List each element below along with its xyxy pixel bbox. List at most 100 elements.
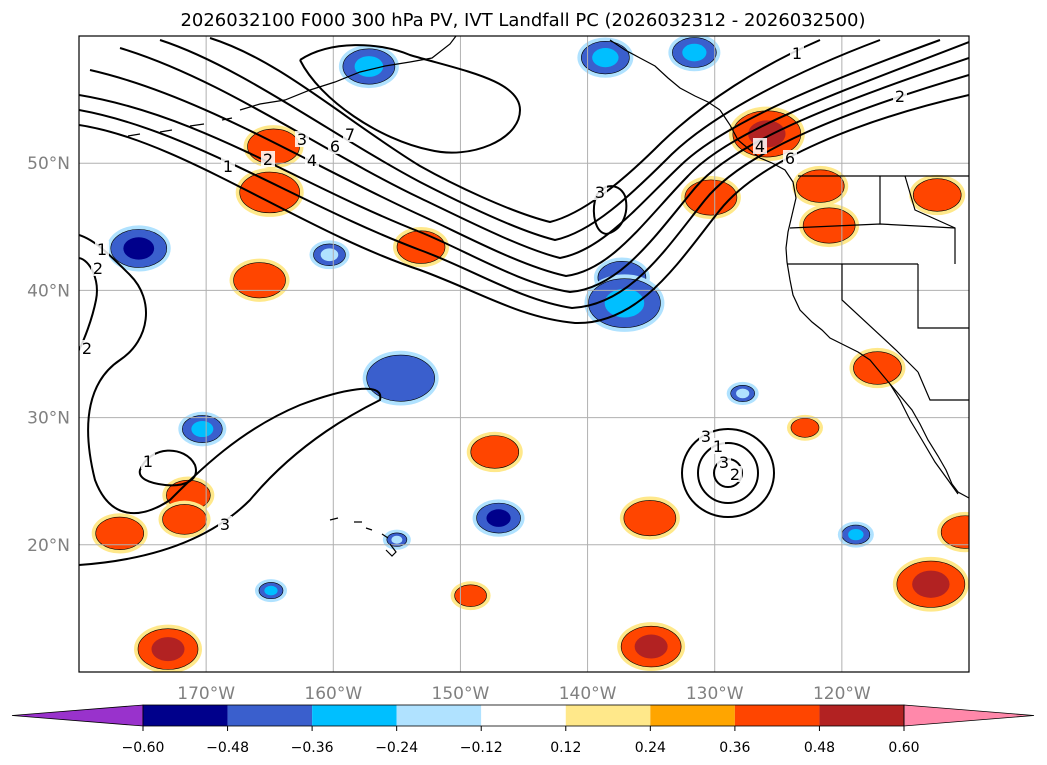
anomaly-blob [668, 36, 721, 72]
x-tick-label: 130°W [686, 684, 744, 704]
x-tick-label: 140°W [559, 684, 617, 704]
anomaly-blob-core [233, 262, 286, 299]
contour-label: 3 [595, 183, 605, 202]
anomaly-blob-core [853, 351, 902, 385]
colorbar-tick-label: −0.60 [122, 740, 165, 756]
contour-label-bg [343, 126, 357, 142]
contour-label-bg [305, 152, 319, 168]
anomaly-blob [158, 500, 211, 539]
anomaly-blob-core [239, 171, 301, 214]
contour-label-bg [295, 131, 309, 147]
baja-coast [889, 383, 959, 495]
anomaly-blob [617, 622, 686, 672]
contour-label: 2 [263, 150, 273, 169]
anomaly-blob-peak [486, 509, 511, 527]
anomaly-blob [382, 529, 411, 550]
anomaly-blob-peak [320, 248, 339, 262]
anomaly-blob [466, 431, 523, 473]
contour-label-bg [95, 241, 109, 257]
contour-label-bg [91, 260, 105, 276]
colorbar-tick-label: −0.48 [206, 740, 249, 756]
anomaly-blob-peak [736, 388, 750, 399]
colorbar-tick-label: 0.12 [550, 740, 581, 756]
anomaly-blob-peak [151, 637, 185, 662]
colorbar-segment [819, 705, 904, 726]
contour-label: 2 [93, 259, 103, 278]
anomaly-blob-core [454, 584, 487, 607]
anomaly-blob-peak [354, 56, 384, 77]
contour-label: 4 [755, 137, 765, 156]
contour-label-bg [699, 428, 713, 444]
contour-label: 3 [719, 453, 729, 472]
anomaly-blob-peak [592, 48, 619, 68]
contour-label-bg [593, 184, 607, 200]
x-tick-label: 160°W [304, 684, 362, 704]
contour-label: 2 [730, 465, 740, 484]
pv-contour-6 [159, 39, 881, 242]
contour-label-bg [893, 88, 907, 104]
california-nevada-border [841, 264, 919, 373]
nevada-utah-border [917, 264, 969, 329]
colorbar-over-extend [903, 704, 1035, 727]
anomaly-blob-peak [604, 288, 645, 318]
anomaly-blob [338, 44, 399, 89]
contour-label: 1 [713, 437, 723, 456]
y-tick-label: 40°N [27, 281, 70, 301]
colorbar-tick-label: 0.24 [635, 740, 666, 756]
contour-label-bg [141, 453, 155, 469]
contour-label-bg [753, 138, 767, 154]
pv-outer-ring [299, 44, 522, 154]
anomaly-blob-peak [123, 237, 155, 260]
colorbar-segment [481, 705, 566, 726]
y-axis-ticks: 50°N 40°N 30°N 20°N [27, 154, 70, 556]
contour-label-bg [80, 340, 94, 356]
anomaly-blob [254, 579, 287, 603]
anomaly-blob [106, 225, 171, 272]
map-frame [78, 35, 970, 673]
contour-label-bg [717, 454, 731, 470]
anomaly-blob-core [795, 169, 845, 203]
colorbar-segment [396, 705, 482, 726]
anomaly-blob [909, 174, 966, 216]
anomaly-blob [362, 350, 439, 406]
anomaly-blob [786, 414, 823, 441]
anomaly-blob [235, 167, 304, 217]
pv-low-ring-1 [681, 428, 775, 518]
contour-label: 1 [143, 452, 153, 471]
anomaly-blob-core [940, 515, 969, 549]
anomaly-blob-core [623, 500, 677, 537]
contour-label-bg [328, 138, 342, 154]
anomaly-blob-core [396, 230, 446, 264]
alaska-coast [239, 36, 457, 111]
x-tick-label: 120°W [813, 684, 871, 704]
contour-label-bg [221, 158, 235, 174]
anomaly-blob-peak [191, 421, 214, 438]
anomaly-blob [726, 381, 759, 405]
anomaly-blob-core [366, 354, 435, 402]
anomaly-blob-core [912, 178, 962, 212]
contour-label-bg [218, 516, 232, 532]
anomaly-blob [450, 581, 491, 611]
anomaly-blob [577, 37, 634, 78]
contour-label-bg [783, 150, 797, 166]
colorbar-tick-label: 0.48 [804, 740, 835, 756]
y-tick-label: 50°N [27, 154, 70, 174]
colorbar-segment [565, 705, 651, 726]
pv-closed-6-contour [592, 185, 628, 236]
anomaly-blob [892, 556, 969, 612]
pv-contour-7 [209, 37, 821, 224]
aleutian-islands [127, 117, 233, 137]
hawaii-islands [329, 517, 397, 557]
colorbar-tick-label: 0.60 [888, 740, 919, 756]
x-axis-ticks: 170°W 160°W 150°W 140°W 130°W 120°W [177, 684, 871, 704]
anomaly-blob-peak [912, 570, 950, 598]
pv-low-ring-2 [697, 442, 759, 504]
anomaly-blob-peak [682, 43, 707, 62]
anomaly-blob-core [790, 417, 820, 438]
contour-label: 7 [345, 125, 355, 144]
anomaly-blob-peak [391, 535, 403, 544]
anomaly-blob-core [684, 179, 738, 216]
contour-label: 3 [220, 515, 230, 534]
anomaly-blob-peak [848, 529, 864, 541]
